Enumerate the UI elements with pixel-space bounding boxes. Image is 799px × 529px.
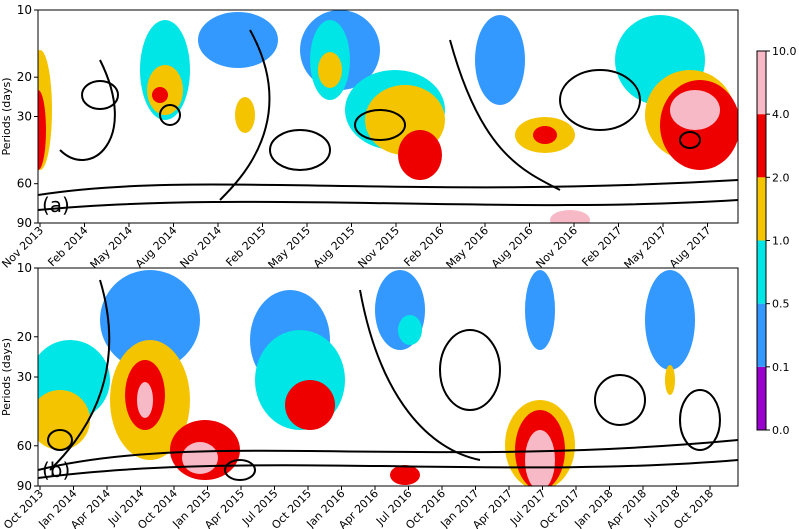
x-tick-label: May 2015 xyxy=(266,224,314,272)
colorbar-label: 4.0 xyxy=(772,108,790,121)
x-tick-label: May 2017 xyxy=(622,224,670,272)
y-tick-label: 20 xyxy=(17,330,32,344)
y-tick-label: 10 xyxy=(17,3,32,17)
colorbar-label: 0.1 xyxy=(772,361,790,374)
colorbar-segment xyxy=(757,51,766,115)
colorbar-label: 0.0 xyxy=(772,424,790,437)
colorbar-label: 0.5 xyxy=(772,298,790,311)
colorbar-label: 2.0 xyxy=(772,171,790,184)
y-tick-label: 90 xyxy=(17,216,32,230)
y-tick-label: 30 xyxy=(17,110,32,124)
x-tick-label: Feb 2015 xyxy=(223,224,268,269)
panel-label: (b) xyxy=(42,458,70,482)
x-tick-label: Aug 2016 xyxy=(489,224,536,271)
x-tick-label: May 2014 xyxy=(88,224,136,272)
x-tick-label: Nov 2014 xyxy=(177,224,224,271)
x-tick-label: Feb 2017 xyxy=(579,224,624,269)
y-tick-label: 60 xyxy=(17,177,32,191)
colorbar-segment xyxy=(757,177,766,241)
colorbar-segment xyxy=(757,114,766,178)
power-field xyxy=(38,270,738,486)
colorbar-segment xyxy=(757,303,766,367)
y-tick-label: 10 xyxy=(17,261,32,275)
x-tick-label: Nov 2015 xyxy=(355,224,402,271)
colorbar-label: 10.0 xyxy=(772,45,797,58)
x-tick-label: Aug 2014 xyxy=(133,224,180,271)
y-tick-label: 90 xyxy=(17,479,32,493)
x-tick-label: Feb 2014 xyxy=(45,224,90,269)
x-tick-label: May 2016 xyxy=(444,224,492,272)
colorbar-label: 1.0 xyxy=(772,235,790,248)
panel-label: (a) xyxy=(42,193,70,217)
y-tick-label: 30 xyxy=(17,370,32,384)
x-tick-label: Feb 2016 xyxy=(401,224,446,269)
colorbar-segment xyxy=(757,366,766,430)
y-axis-label: Periods (days) xyxy=(0,338,13,416)
x-tick-label: Nov 2016 xyxy=(533,224,580,271)
y-tick-label: 20 xyxy=(17,70,32,84)
x-tick-label: Aug 2015 xyxy=(311,224,358,271)
power-field xyxy=(38,10,738,223)
y-axis-label: Periods (days) xyxy=(0,77,13,155)
y-tick-label: 60 xyxy=(17,439,32,453)
colorbar-segment xyxy=(757,240,766,304)
x-tick-label: Aug 2017 xyxy=(667,224,714,271)
